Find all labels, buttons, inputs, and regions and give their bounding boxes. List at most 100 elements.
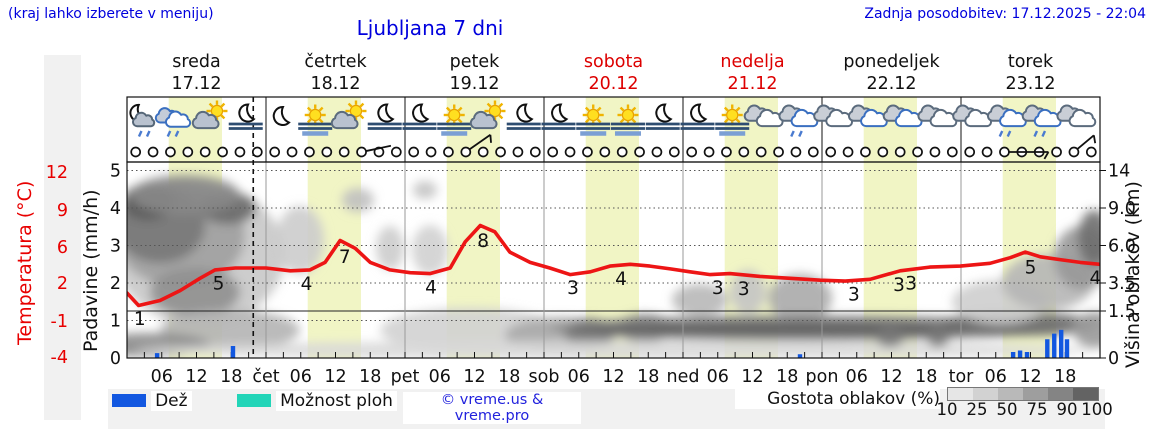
wind-circle <box>964 146 976 158</box>
rain-bar <box>1064 339 1070 358</box>
wind-circle <box>182 146 194 158</box>
weather-icon-cloudy-drizzle <box>778 104 819 137</box>
cloud-blob <box>150 268 240 316</box>
wind-barb <box>1076 134 1097 150</box>
day-header-date: 19.12 <box>449 74 499 94</box>
left-axis-band <box>44 55 81 420</box>
cloud-height-axis-title: Višina oblakov (km) <box>1122 181 1144 368</box>
showers-color-swatch <box>237 394 271 407</box>
temperature-axis-title: Temperatura (°C) <box>14 180 36 345</box>
precipitation-axis-title: Padavine (mm/h) <box>80 189 102 352</box>
cloud-blob <box>570 321 1030 337</box>
weather-icon-moon-fog <box>367 103 402 130</box>
cloud-density-ticks: 10 25 50 75 90 100 <box>937 400 1113 419</box>
wind-circle <box>408 146 420 158</box>
precipitation-tick-label: 0 <box>110 349 121 369</box>
wind-barb <box>1008 151 1050 160</box>
rain-bar <box>154 353 160 358</box>
plot-frame <box>126 161 1101 359</box>
cloud-density-scale <box>947 387 1099 401</box>
wind-circle <box>251 146 263 158</box>
time-label-day: čet <box>252 367 279 387</box>
weather-icon-moon-fog <box>541 103 576 130</box>
time-label-hour: 18 <box>359 367 381 387</box>
wind-circle <box>356 146 367 158</box>
rain-bar <box>1010 352 1016 358</box>
precipitation-tick-label: 5 <box>110 162 121 182</box>
time-label-day: pet <box>391 367 420 387</box>
time-label-day: tor <box>949 367 975 387</box>
weather-icon-sun-cloud <box>191 100 228 130</box>
time-label-day: pon <box>806 367 839 387</box>
wind-circle <box>443 146 454 158</box>
copyright-link[interactable]: © vreme.us & vreme.pro <box>403 392 581 424</box>
cloud-density-tick: 100 <box>1081 400 1113 419</box>
rain-color-swatch <box>112 394 146 407</box>
temperature-label: 5 <box>1025 258 1037 279</box>
wind-circle <box>668 146 680 158</box>
time-label-hour: 18 <box>1054 367 1076 387</box>
cloud-blob <box>1073 312 1100 348</box>
rain-bar <box>230 346 236 358</box>
time-label-hour: 06 <box>568 367 590 387</box>
wind-circle <box>460 146 472 158</box>
weather-icon-cloudy-blue <box>882 104 923 128</box>
cloud-blob <box>413 181 437 199</box>
temperature-label: 8 <box>477 231 489 252</box>
day-header-date: 22.12 <box>866 74 916 94</box>
temperature-label: 3 <box>567 278 579 299</box>
wind-circle <box>599 146 611 158</box>
wind-circle <box>894 146 906 158</box>
time-label-hour: 12 <box>1019 367 1041 387</box>
wind-circle <box>703 146 715 158</box>
time-label-day: ned <box>667 367 700 387</box>
wind-circle <box>877 146 889 158</box>
wind-circle <box>390 146 402 158</box>
weather-icon-sun-fog <box>715 104 750 136</box>
time-label-hour: 12 <box>741 367 763 387</box>
showers-label: Možnost ploh <box>276 390 397 411</box>
wind-circle <box>165 146 176 158</box>
weather-icon-moon-fog <box>506 103 541 130</box>
wind-circle <box>860 146 871 158</box>
weather-icon-cloudy-drizzle <box>987 104 1027 137</box>
cloud-blob <box>730 270 766 314</box>
weather-icon-sun-fog <box>576 104 611 136</box>
time-label-hour: 18 <box>776 367 798 387</box>
temperature-label: 3 <box>893 275 905 296</box>
time-label-hour: 06 <box>707 367 729 387</box>
cloud-density-tick: 10 <box>936 400 958 419</box>
wind-circle <box>529 146 541 158</box>
rain-bar <box>1024 352 1030 358</box>
wind-circle <box>512 146 524 158</box>
wind-circle <box>321 146 333 158</box>
day-header-date: 23.12 <box>1005 74 1055 94</box>
daytime-band <box>863 97 917 358</box>
wind-circle <box>946 146 958 158</box>
temperature-label: 7 <box>339 247 351 268</box>
cloud-blob <box>276 206 324 274</box>
weather-icon-sun-cloud <box>330 100 367 130</box>
cloud-blob <box>342 188 374 212</box>
cloud-density-tick: 25 <box>966 400 988 419</box>
precipitation-tick-label: 2 <box>110 274 121 294</box>
wind-circle <box>547 146 559 158</box>
cloud-density-step <box>1073 388 1098 400</box>
wind-circle <box>738 146 750 158</box>
time-label-hour: 06 <box>151 367 173 387</box>
legend-rain: Dež <box>112 390 192 411</box>
day-header-name: nedelja <box>720 52 784 72</box>
cloud-height-tick-label: 14 <box>1108 162 1130 182</box>
temperature-tick-label: 6 <box>57 238 68 258</box>
wind-circle <box>634 146 645 158</box>
wind-circle <box>234 146 246 158</box>
temperature-label: 4 <box>615 269 627 290</box>
temperature-label: 3 <box>848 284 860 305</box>
weather-icon-cloud-drizzle <box>154 107 192 137</box>
cloud-blob <box>135 341 1095 358</box>
time-label-hour: 12 <box>602 367 624 387</box>
location-hint[interactable]: (kraj lahko izberete v meniju) <box>8 6 214 22</box>
temperature-tick-label: -4 <box>51 348 68 368</box>
weather-icon-cloudy <box>917 104 958 128</box>
